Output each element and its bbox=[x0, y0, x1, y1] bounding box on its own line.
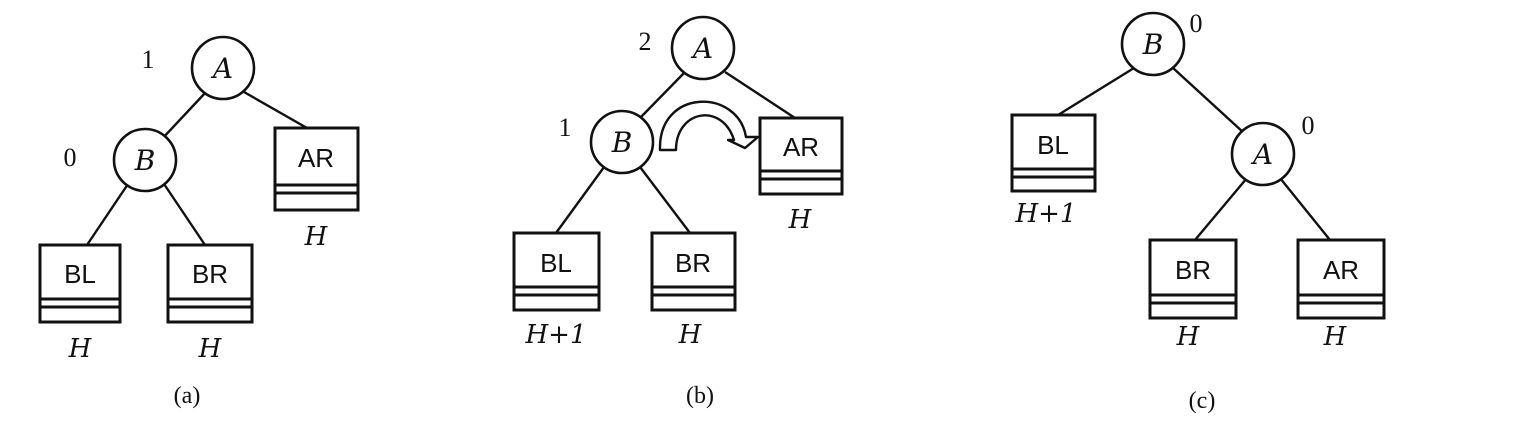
subtree-height: H bbox=[1323, 322, 1348, 352]
balance-factor: 1 bbox=[142, 45, 155, 74]
panel-caption: (c) bbox=[1189, 388, 1216, 414]
subtree-height: H bbox=[304, 222, 329, 252]
balance-factor: 0 bbox=[1302, 111, 1315, 140]
subtree-box-ar bbox=[273, 126, 360, 212]
edge-a-to-b bbox=[639, 71, 686, 119]
node-label: A bbox=[1250, 138, 1273, 171]
edge-b-to-a bbox=[1172, 67, 1245, 134]
node-b bbox=[112, 127, 178, 193]
rotation-arrow-icon bbox=[658, 100, 760, 152]
node-label: B bbox=[611, 126, 633, 159]
subtree-height: H bbox=[788, 205, 813, 235]
subtree-height: H+1 bbox=[524, 320, 586, 350]
balance-factor: 2 bbox=[639, 27, 652, 56]
subtree-box-br bbox=[1148, 238, 1238, 320]
panel-caption: (b) bbox=[686, 383, 714, 409]
subtree-box-bl bbox=[512, 231, 601, 312]
node-label: A bbox=[690, 32, 713, 65]
edge-b-to-br bbox=[636, 162, 691, 234]
edge-a-to-ar bbox=[243, 90, 308, 130]
subtree-height: H bbox=[198, 334, 223, 364]
edge-b-to-bl bbox=[555, 162, 608, 234]
subtree-label: AR bbox=[1323, 255, 1359, 285]
subtree-label: AR bbox=[298, 143, 334, 173]
subtree-box-br bbox=[166, 243, 254, 324]
panel-c: B 0 A 0 BL H+1 BR H AR H (c) bbox=[1010, 9, 1386, 414]
node-a bbox=[1230, 121, 1296, 187]
node-b bbox=[1120, 11, 1186, 77]
balance-factor: 1 bbox=[559, 113, 572, 142]
node-label: B bbox=[1142, 28, 1164, 61]
subtree-height: H+1 bbox=[1014, 199, 1076, 229]
subtree-box-ar bbox=[1296, 238, 1386, 320]
node-b bbox=[589, 109, 655, 175]
subtree-height: H bbox=[678, 320, 703, 350]
subtree-label: BR bbox=[1175, 255, 1211, 285]
node-a bbox=[190, 35, 256, 101]
subtree-label: AR bbox=[783, 132, 819, 162]
edge-a-to-br bbox=[1194, 177, 1248, 241]
subtree-label: BL bbox=[64, 259, 96, 289]
subtree-box-ar bbox=[758, 116, 844, 196]
node-label: A bbox=[210, 52, 233, 85]
node-a bbox=[670, 15, 736, 81]
subtree-box-br bbox=[650, 231, 737, 312]
subtree-label: BL bbox=[1037, 130, 1069, 160]
balance-factor: 0 bbox=[64, 143, 77, 172]
subtree-height: H bbox=[68, 334, 93, 364]
subtree-label: BR bbox=[675, 248, 711, 278]
subtree-height: H bbox=[1176, 322, 1201, 352]
edge-b-to-br bbox=[161, 180, 206, 246]
subtree-label: BR bbox=[192, 259, 228, 289]
balance-factor: 0 bbox=[1190, 9, 1203, 38]
edge-a-to-ar bbox=[1279, 177, 1331, 241]
panel-a: A 1 B 0 AR H BL H BR H (a) bbox=[38, 35, 360, 409]
edge-a-to-b bbox=[160, 91, 207, 141]
node-label: B bbox=[134, 144, 156, 177]
edge-b-to-bl bbox=[86, 180, 131, 246]
edge-a-to-ar bbox=[724, 70, 796, 120]
subtree-box-bl bbox=[38, 243, 122, 324]
edge-b-to-bl bbox=[1057, 66, 1135, 117]
subtree-label: BL bbox=[540, 248, 572, 278]
panel-caption: (a) bbox=[174, 383, 201, 409]
panel-b: A 2 B 1 AR H BL H+1 BR H (b) bbox=[512, 15, 844, 409]
